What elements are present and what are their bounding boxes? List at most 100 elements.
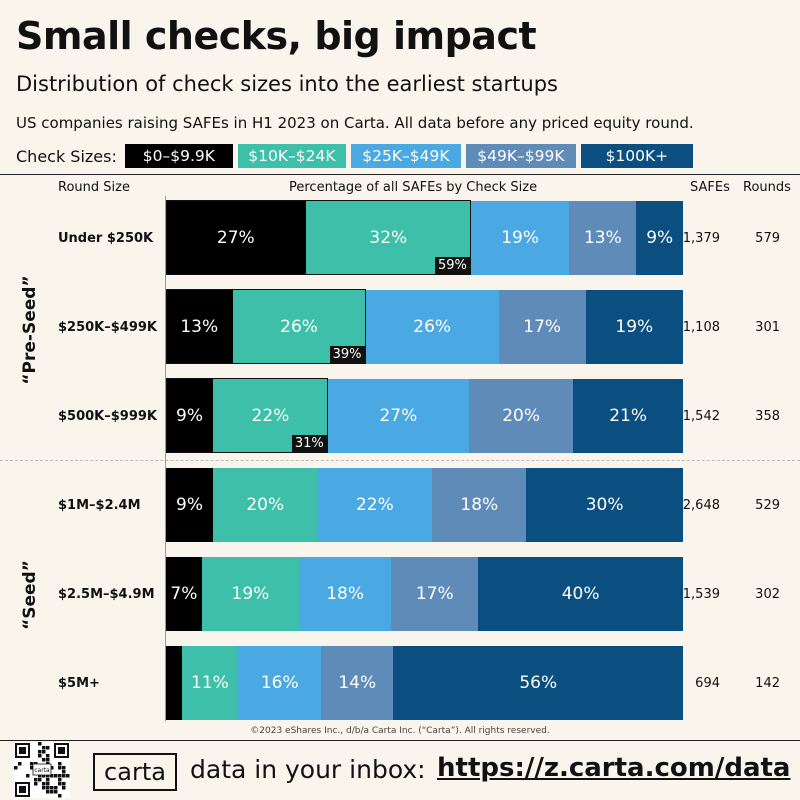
qr-module (42, 750, 46, 754)
safes-count: 1,542 (682, 409, 720, 424)
qr-module (62, 774, 66, 778)
qr-module (62, 786, 66, 790)
bar-segment: 19% (471, 201, 570, 275)
row-label: $500K–$999K (58, 409, 158, 424)
qr-module (62, 766, 66, 770)
qr-module (14, 766, 18, 770)
footer-rule (0, 740, 800, 741)
cumulative-label: 39% (329, 346, 365, 363)
chart-axis (165, 196, 166, 721)
col-head-safes: SAFEs (690, 180, 730, 195)
row-label: $1M–$2.4M (58, 498, 141, 513)
col-head-percentage: Percentage of all SAFEs by Check Size (289, 180, 538, 195)
rounds-count: 302 (755, 587, 780, 602)
rounds-count: 579 (755, 231, 780, 246)
row-label: $2.5M–$4.9M (58, 587, 155, 602)
bar-segment: 22% (317, 468, 433, 542)
legend-item-10k-24k: $10K–$24K (237, 144, 346, 168)
qr-module (50, 774, 54, 778)
footer-link[interactable]: https://z.carta.com/data (437, 753, 791, 783)
qr-module (42, 786, 46, 790)
bar-segment: 27% (327, 379, 469, 453)
legend-item-100k-plus: $100K+ (580, 144, 693, 168)
qr-module (26, 774, 30, 778)
safes-count: 2,648 (682, 498, 720, 513)
qr-module (58, 782, 62, 786)
bar-row: 11% 16% 14% 56% (166, 646, 683, 720)
bar-segment: 17% (391, 557, 479, 631)
legend-item-49k-99k: $49K–$99K (465, 144, 576, 168)
qr-module (54, 786, 58, 790)
qr-logo-text: carta (34, 767, 50, 774)
bar-segment: 56% (393, 646, 683, 720)
bar-segment: 18% (432, 468, 527, 542)
bar-segment: 30% (526, 468, 683, 542)
bar-segment: 40% (478, 557, 683, 631)
bar-segment: 14% (321, 646, 394, 720)
bar-row: 13% 26% 26% 17% 19% (166, 290, 683, 364)
qr-module (58, 778, 62, 782)
qr-module (42, 746, 46, 750)
legend-label: Check Sizes: (16, 146, 117, 166)
footer-text: data in your inbox: (190, 755, 426, 784)
bar-row: 9% 22% 27% 20% 21% (166, 379, 683, 453)
qr-module (50, 786, 54, 790)
qr-module (54, 774, 58, 778)
col-head-rounds: Rounds (743, 180, 791, 195)
copyright: ©2023 eShares Inc., d/b/a Carta Inc. (“C… (250, 726, 550, 736)
header-rule (0, 174, 800, 175)
qr-module (42, 774, 46, 778)
group-divider (0, 460, 800, 461)
qr-module (46, 782, 50, 786)
legend: Check Sizes: $0–$9.9K $10K–$24K $25K–$49… (16, 143, 698, 169)
bar-segment: 9% (636, 201, 683, 275)
bar-segment: 7% (166, 557, 202, 631)
qr-module (38, 774, 42, 778)
safes-count: 1,539 (682, 587, 720, 602)
qr-module (62, 770, 66, 774)
qr-module (38, 754, 42, 758)
qr-module (38, 778, 42, 782)
bar-segment: 9% (166, 468, 213, 542)
qr-module (50, 766, 54, 770)
carta-logo: carta (93, 753, 177, 791)
qr-module (38, 742, 42, 746)
bar-segment: 27% (166, 201, 306, 275)
qr-module (62, 782, 66, 786)
qr-module (46, 758, 50, 762)
bar-segment: 16% (238, 646, 322, 720)
rounds-count: 358 (755, 409, 780, 424)
bar-segment: 26% (365, 290, 499, 364)
legend-item-25k-49k: $25K–$49K (350, 144, 461, 168)
qr-module (42, 758, 46, 762)
qr-module (46, 754, 50, 758)
qr-module (58, 774, 62, 778)
qr-module (30, 762, 34, 766)
qr-module (50, 790, 54, 794)
qr-module (54, 790, 58, 794)
bar-segment: 20% (468, 379, 574, 453)
cumulative-label: 59% (435, 257, 470, 274)
rounds-count: 301 (755, 320, 780, 335)
bar-segment: 13% (569, 201, 637, 275)
bar-segment (166, 646, 182, 720)
cumulative-label: 31% (291, 435, 327, 452)
safes-count: 1,379 (682, 231, 720, 246)
qr-code-icon[interactable]: carta (14, 742, 70, 798)
col-head-round-size: Round Size (58, 180, 130, 195)
rounds-count: 529 (755, 498, 780, 513)
qr-module (38, 750, 42, 754)
bar-segment: 9% (166, 379, 213, 453)
bar-row: 27% 32% 19% 13% 9% (166, 201, 683, 275)
group-label-seed: “Seed” (20, 560, 40, 630)
qr-module (42, 782, 46, 786)
bar-segment: 20% (213, 468, 318, 542)
qr-module (58, 762, 62, 766)
qr-module (46, 786, 50, 790)
chart-subtitle: Distribution of check sizes into the ear… (16, 72, 558, 96)
legend-item-0-10k: $0–$9.9K (124, 144, 233, 168)
bar-row: 7% 19% 18% 17% 40% (166, 557, 683, 631)
safes-count: 1,108 (682, 320, 720, 335)
row-label: $5M+ (58, 676, 100, 691)
qr-module (58, 766, 62, 770)
